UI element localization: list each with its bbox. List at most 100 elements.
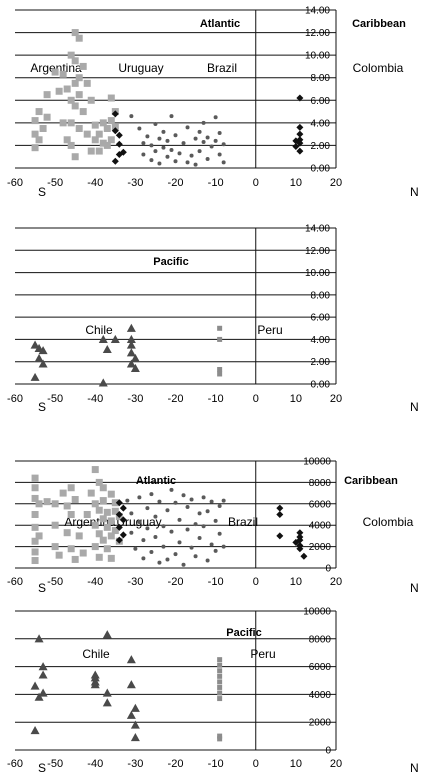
y-tick-label: 2.00 xyxy=(311,357,331,368)
data-point-brazil xyxy=(173,500,178,505)
x-tick-label: 10 xyxy=(290,393,302,405)
data-point-brazil xyxy=(169,114,174,119)
data-point-argentina xyxy=(31,494,39,502)
data-point-argentina xyxy=(31,511,39,518)
data-point-argentina xyxy=(111,507,119,515)
region-title-atlantic: Atlantic xyxy=(136,475,176,487)
data-point-argentina xyxy=(111,499,119,507)
data-point-argentina xyxy=(59,119,67,127)
data-point-chile xyxy=(126,340,136,349)
data-point-chile xyxy=(90,673,100,682)
data-point-brazil xyxy=(197,511,202,516)
data-point-brazil xyxy=(165,138,170,143)
data-point-argentina xyxy=(67,545,75,553)
data-point-argentina xyxy=(31,117,39,125)
data-point-argentina xyxy=(71,29,79,37)
data-point-brazil xyxy=(189,497,194,502)
x-tick-label: -10 xyxy=(208,393,224,405)
data-point-colombia xyxy=(276,504,284,512)
region-title-caribbean: Caribbean xyxy=(344,475,398,487)
data-point-colombia xyxy=(296,529,304,537)
chart-atlantic-caribbean-ratio: 0.00 2.00 4.00 6.00 8.00 10.00 12.00 14.00 -60 -5… xyxy=(7,6,419,200)
data-point-argentina xyxy=(95,506,103,514)
data-point-chile xyxy=(98,378,108,387)
data-point-uruguay xyxy=(119,504,127,512)
data-point-argentina xyxy=(103,125,111,132)
north-label: N xyxy=(410,761,419,774)
data-point-argentina xyxy=(63,85,71,93)
data-point-peru xyxy=(217,679,223,685)
data-point-argentina xyxy=(67,96,75,104)
data-point-argentina xyxy=(59,70,67,78)
data-point-chile xyxy=(126,334,136,344)
data-point-chile xyxy=(34,634,44,643)
data-point-argentina xyxy=(31,484,39,492)
x-tick-label: -40 xyxy=(87,177,103,189)
data-point-colombia xyxy=(296,123,304,131)
data-point-uruguay xyxy=(115,536,123,544)
data-point-uruguay xyxy=(119,531,127,539)
data-point-brazil xyxy=(189,153,194,158)
x-tick-label: 10 xyxy=(290,758,302,770)
data-point-chile xyxy=(102,630,112,639)
data-point-brazil xyxy=(145,134,150,139)
data-point-brazil xyxy=(145,506,150,511)
data-point-brazil xyxy=(177,540,182,545)
data-point-argentina xyxy=(63,502,71,510)
data-point-peru xyxy=(217,662,223,668)
data-point-argentina xyxy=(91,121,99,129)
data-point-argentina xyxy=(99,139,107,147)
data-point-argentina xyxy=(35,500,43,508)
data-point-uruguay xyxy=(115,523,123,531)
x-tick-label: -10 xyxy=(208,177,224,189)
x-tick-label: -20 xyxy=(168,758,184,770)
y-tick-label: 6.00 xyxy=(311,313,331,324)
data-point-argentina xyxy=(63,136,71,144)
data-point-brazil xyxy=(149,549,154,554)
y-tick-label: 4000 xyxy=(309,690,332,701)
data-point-uruguay xyxy=(115,131,123,139)
data-point-chile xyxy=(102,698,112,707)
data-point-brazil xyxy=(157,161,162,166)
data-point-argentina xyxy=(103,141,111,149)
country-label-argentina: Argentina xyxy=(30,61,82,75)
data-point-argentina xyxy=(111,527,119,535)
country-label-brazil: Brazil xyxy=(228,515,258,529)
y-tick-label: 8.00 xyxy=(311,290,331,301)
data-point-brazil xyxy=(181,493,186,498)
data-point-argentina xyxy=(95,478,103,486)
data-point-colombia xyxy=(296,147,304,155)
data-point-uruguay xyxy=(115,140,123,148)
y-tick-label: 6000 xyxy=(309,662,332,673)
data-point-peru xyxy=(217,673,223,679)
data-point-argentina xyxy=(39,125,47,132)
data-point-brazil xyxy=(153,534,158,539)
data-point-argentina xyxy=(31,474,39,482)
data-point-argentina xyxy=(95,130,103,138)
data-point-brazil xyxy=(185,125,190,130)
x-tick-label: -60 xyxy=(7,393,23,405)
data-point-argentina xyxy=(75,532,83,540)
data-point-brazil xyxy=(221,160,226,165)
x-tick-label: -30 xyxy=(127,758,143,770)
data-point-brazil xyxy=(165,154,170,159)
data-point-brazil xyxy=(133,546,138,551)
data-point-brazil xyxy=(153,149,158,154)
data-point-argentina xyxy=(35,136,43,144)
data-point-brazil xyxy=(157,499,162,504)
x-tick-label: -10 xyxy=(208,758,224,770)
data-point-argentina xyxy=(95,553,103,561)
data-point-argentina xyxy=(107,94,115,102)
chart-pacific-ratio: 0.00 2.00 4.00 6.00 8.00 10.00 12.00 14.00 -60 -5… xyxy=(7,224,419,415)
data-point-brazil xyxy=(125,498,130,503)
y-tick-label: 2.00 xyxy=(311,141,331,152)
data-point-argentina xyxy=(67,119,75,127)
y-tick-label: 0.00 xyxy=(311,164,331,175)
x-tick-label: 0 xyxy=(253,177,259,189)
data-point-chile xyxy=(110,334,120,344)
data-point-argentina xyxy=(107,136,115,144)
data-point-argentina xyxy=(91,543,99,551)
data-point-brazil xyxy=(141,152,146,157)
data-point-chile xyxy=(126,348,136,357)
data-point-argentina xyxy=(107,517,115,525)
